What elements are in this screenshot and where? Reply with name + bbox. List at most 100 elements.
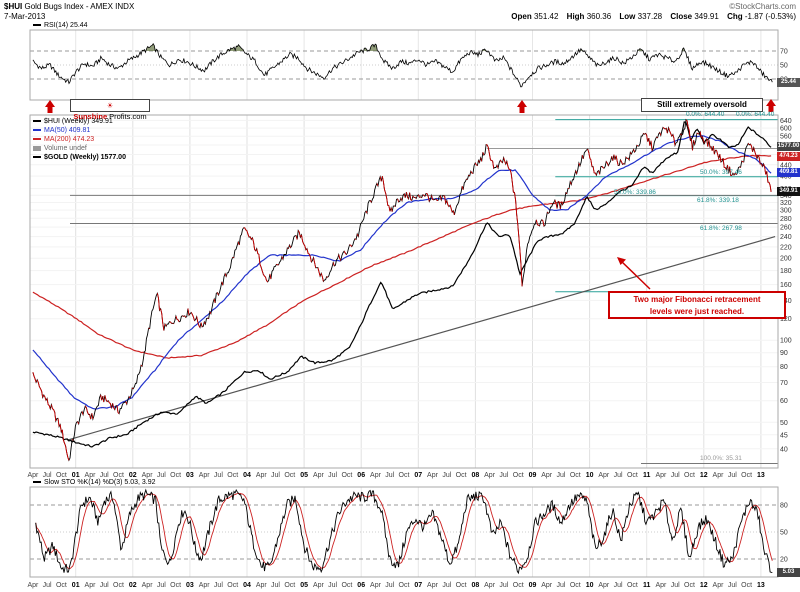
svg-text:02: 02 bbox=[129, 582, 137, 589]
fib-label-7: 100.0%: 35.31 bbox=[700, 455, 742, 462]
title-label: Gold Bugs Index - AMEX INDX bbox=[24, 2, 135, 11]
sun-icon: ☀ bbox=[106, 101, 114, 110]
oversold-callout: Still extremely oversold bbox=[641, 98, 763, 112]
page-title: $HUI Gold Bugs Index - AMEX INDX bbox=[4, 2, 134, 11]
svg-text:Jul: Jul bbox=[271, 582, 280, 589]
close-price-box: 349.91 bbox=[777, 187, 800, 196]
svg-text:70: 70 bbox=[780, 380, 788, 387]
svg-text:Jul: Jul bbox=[557, 582, 566, 589]
legend-hui-label: $HUI (Weekly) 349.91 bbox=[44, 118, 113, 125]
svg-text:Apr: Apr bbox=[655, 582, 667, 589]
svg-text:Apr: Apr bbox=[370, 582, 382, 589]
chg-label: Chg bbox=[727, 12, 743, 21]
svg-text:05: 05 bbox=[300, 472, 308, 479]
svg-text:Apr: Apr bbox=[313, 582, 325, 589]
svg-text:09: 09 bbox=[529, 582, 537, 589]
high-value: 360.36 bbox=[586, 12, 612, 21]
legend-hui: $HUI (Weekly) 349.91 bbox=[33, 117, 126, 126]
svg-text:Apr: Apr bbox=[256, 582, 268, 589]
svg-text:Jul: Jul bbox=[328, 582, 337, 589]
sunshine-text: Sunshine bbox=[73, 112, 108, 121]
svg-text:Jul: Jul bbox=[157, 582, 166, 589]
svg-text:Apr: Apr bbox=[199, 582, 211, 589]
svg-text:440: 440 bbox=[780, 162, 792, 169]
svg-text:Apr: Apr bbox=[713, 472, 725, 479]
svg-text:Oct: Oct bbox=[227, 472, 238, 479]
svg-text:Jul: Jul bbox=[100, 472, 109, 479]
svg-text:Jul: Jul bbox=[557, 472, 566, 479]
svg-text:100: 100 bbox=[780, 338, 792, 345]
svg-text:90: 90 bbox=[780, 350, 788, 357]
svg-text:160: 160 bbox=[780, 282, 792, 289]
svg-text:40: 40 bbox=[780, 446, 788, 453]
svg-text:Apr: Apr bbox=[142, 582, 154, 589]
svg-text:Oct: Oct bbox=[227, 582, 238, 589]
svg-text:Jul: Jul bbox=[214, 472, 223, 479]
svg-text:Jul: Jul bbox=[499, 472, 508, 479]
svg-text:Apr: Apr bbox=[713, 582, 725, 589]
svg-text:01: 01 bbox=[72, 472, 80, 479]
svg-text:Jul: Jul bbox=[671, 472, 680, 479]
svg-text:600: 600 bbox=[780, 126, 792, 133]
fib-label-1: 0.0%: 644.40 bbox=[736, 111, 775, 118]
svg-text:12: 12 bbox=[700, 472, 708, 479]
svg-text:03: 03 bbox=[186, 582, 194, 589]
svg-text:Apr: Apr bbox=[256, 472, 268, 479]
svg-text:45: 45 bbox=[780, 432, 788, 439]
svg-text:50: 50 bbox=[780, 420, 788, 427]
svg-text:Jul: Jul bbox=[271, 472, 280, 479]
svg-text:280: 280 bbox=[780, 216, 792, 223]
legend-ma50: MA(50) 409.81 bbox=[33, 126, 126, 135]
svg-text:13: 13 bbox=[757, 472, 765, 479]
legend-gold-label: $GOLD (Weekly) 1577.00 bbox=[44, 154, 126, 161]
svg-text:Apr: Apr bbox=[598, 472, 610, 479]
svg-text:Apr: Apr bbox=[484, 472, 496, 479]
svg-text:Apr: Apr bbox=[199, 472, 211, 479]
svg-text:Oct: Oct bbox=[113, 582, 124, 589]
svg-text:Jul: Jul bbox=[614, 472, 623, 479]
svg-text:80: 80 bbox=[780, 503, 788, 510]
svg-text:Jul: Jul bbox=[499, 582, 508, 589]
svg-text:200: 200 bbox=[780, 256, 792, 263]
svg-text:Oct: Oct bbox=[741, 582, 752, 589]
main-legend: $HUI (Weekly) 349.91 MA(50) 409.81 MA(20… bbox=[33, 117, 126, 162]
svg-text:Jul: Jul bbox=[728, 582, 737, 589]
chg-value: -1.87 (-0.53%) bbox=[744, 12, 796, 21]
svg-text:04: 04 bbox=[243, 582, 251, 589]
legend-ma200-label: MA(200) 474.23 bbox=[44, 136, 95, 143]
svg-text:Jul: Jul bbox=[43, 582, 52, 589]
ohlc-quote: Open 351.42 High 360.36 Low 337.28 Close… bbox=[511, 12, 796, 21]
svg-text:240: 240 bbox=[780, 234, 792, 241]
volume-swatch bbox=[33, 145, 41, 151]
svg-text:Apr: Apr bbox=[655, 472, 667, 479]
svg-text:13: 13 bbox=[757, 582, 765, 589]
low-value: 337.28 bbox=[637, 12, 663, 21]
svg-text:Apr: Apr bbox=[541, 582, 553, 589]
rsi-value-box: 25.44 bbox=[777, 78, 800, 87]
svg-text:Jul: Jul bbox=[214, 582, 223, 589]
svg-text:Jul: Jul bbox=[100, 582, 109, 589]
svg-text:02: 02 bbox=[129, 472, 137, 479]
svg-text:220: 220 bbox=[780, 244, 792, 251]
svg-text:80: 80 bbox=[780, 364, 788, 371]
svg-text:Oct: Oct bbox=[513, 472, 524, 479]
svg-text:Oct: Oct bbox=[684, 582, 695, 589]
gold-swatch bbox=[33, 156, 41, 159]
gold-price-box: 1577.00 bbox=[777, 142, 800, 151]
legend-gold: $GOLD (Weekly) 1577.00 bbox=[33, 153, 126, 162]
copyright-label: ©StockCharts.com bbox=[729, 2, 796, 11]
svg-text:120: 120 bbox=[780, 316, 792, 323]
svg-text:Apr: Apr bbox=[484, 582, 496, 589]
rsi-legend-label: RSI(14) 25.44 bbox=[44, 22, 88, 29]
fib-label-0: 0.0%: 644.40 bbox=[686, 111, 725, 118]
ma50-swatch bbox=[33, 129, 41, 132]
svg-text:10: 10 bbox=[586, 582, 594, 589]
svg-text:60: 60 bbox=[780, 398, 788, 405]
svg-text:Oct: Oct bbox=[456, 472, 467, 479]
svg-text:Jul: Jul bbox=[671, 582, 680, 589]
open-label: Open bbox=[511, 12, 532, 21]
svg-text:50: 50 bbox=[780, 530, 788, 537]
date-label: 7-Mar-2013 bbox=[4, 12, 46, 21]
svg-text:Jul: Jul bbox=[157, 472, 166, 479]
svg-text:07: 07 bbox=[414, 472, 422, 479]
